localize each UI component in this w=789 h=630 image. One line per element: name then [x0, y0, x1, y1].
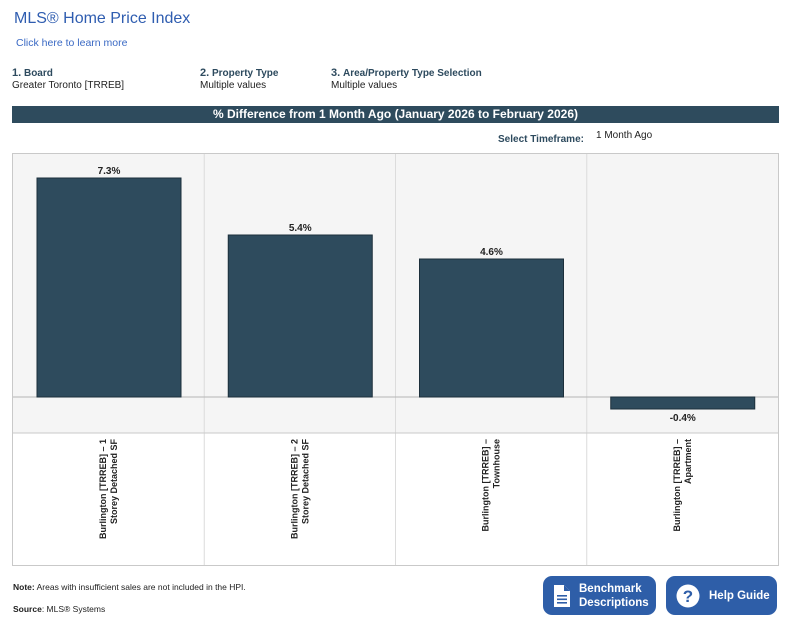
- category-label: Apartment: [683, 439, 693, 484]
- filter-value: Greater Toronto [TRREB]: [12, 80, 125, 91]
- category-label: Burlington [TRREB] – 2: [289, 439, 299, 539]
- category-label: Burlington [TRREB] – 1: [98, 439, 108, 539]
- note-text: Areas with insufficient sales are not in…: [34, 582, 246, 592]
- timeframe-label: Select Timeframe:: [498, 134, 584, 145]
- source-label: Source: [13, 604, 42, 614]
- benchmark-descriptions-button[interactable]: Benchmark Descriptions: [543, 576, 656, 615]
- data-label: 5.4%: [289, 223, 312, 234]
- data-label: 7.3%: [98, 166, 121, 177]
- learn-more-link[interactable]: Click here to learn more: [16, 37, 128, 49]
- filter-label: Area/Property Type Selection: [342, 68, 482, 79]
- category-label: Storey Detached SF: [109, 439, 119, 525]
- document-icon: [554, 584, 570, 607]
- filter-label: Property Type: [211, 68, 279, 79]
- filter-area-selection[interactable]: 3. Area/Property Type Selection Multiple…: [331, 67, 482, 91]
- svg-text:?: ?: [683, 587, 693, 606]
- benchmark-label: Benchmark Descriptions: [579, 582, 649, 609]
- bar: [610, 396, 756, 410]
- filter-label: Board: [23, 68, 53, 79]
- chart-title: % Difference from 1 Month Ago (January 2…: [12, 106, 779, 123]
- step-number: 3.: [331, 67, 341, 79]
- bar: [36, 177, 182, 398]
- bar-chart: 7.3%Burlington [TRREB] – 1 Storey Detache…: [13, 154, 778, 565]
- filter-property-type[interactable]: 2. Property Type Multiple values: [200, 67, 278, 91]
- filter-value: Multiple values: [200, 80, 267, 91]
- help-guide-label: Help Guide: [709, 589, 770, 602]
- data-label: -0.4%: [670, 413, 696, 424]
- note-label: Note:: [13, 582, 35, 592]
- source: Source: MLS® Systems: [13, 604, 105, 614]
- category-label: Burlington [TRREB] –: [481, 439, 491, 532]
- timeframe-select[interactable]: 1 Month Ago: [596, 130, 653, 141]
- filter-board[interactable]: 1. Board Greater Toronto [TRREB]: [12, 67, 124, 91]
- page-title: MLS® Home Price Index: [14, 10, 191, 27]
- category-label: Burlington [TRREB] –: [672, 439, 682, 532]
- bar: [227, 234, 373, 398]
- category-label: Townhouse: [492, 439, 502, 488]
- data-label: 4.6%: [480, 247, 503, 258]
- question-icon: ?: [676, 584, 700, 607]
- help-guide-button[interactable]: ? Help Guide: [666, 576, 777, 615]
- chart-frame: 7.3% Burlington [TRREB] – 1 Storey Detache…: [12, 153, 779, 566]
- source-text: : MLS® Systems: [41, 604, 106, 614]
- filter-value: Multiple values: [331, 80, 398, 91]
- category-label: Storey Detached SF: [300, 439, 310, 525]
- bar: [419, 258, 564, 398]
- step-number: 1.: [12, 67, 22, 79]
- step-number: 2.: [200, 67, 210, 79]
- note: Note: Areas with insufficient sales are …: [13, 582, 246, 592]
